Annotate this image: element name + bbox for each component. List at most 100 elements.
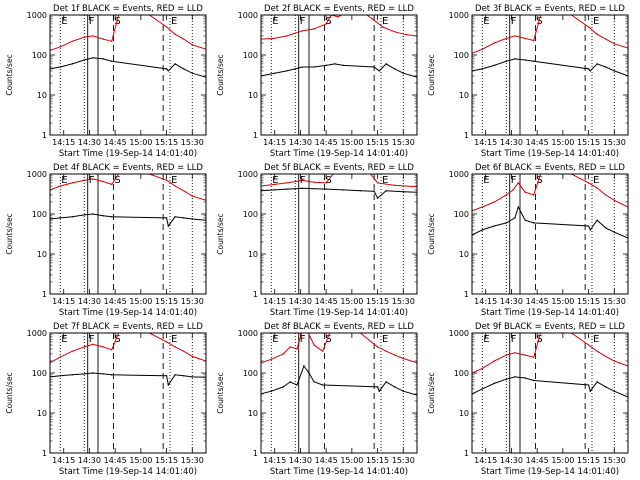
data-point xyxy=(378,390,380,392)
chart-title: Det 9f BLACK = Events, RED = LLD xyxy=(475,322,625,332)
data-point xyxy=(301,30,303,32)
x-tick-label: 14:45 xyxy=(526,138,549,147)
data-point xyxy=(514,217,516,219)
data-point xyxy=(385,63,387,65)
data-point xyxy=(71,63,73,65)
y-tick-label: 1000 xyxy=(27,170,47,179)
data-point xyxy=(167,70,169,72)
data-point xyxy=(111,216,113,218)
chart-title: Det 2f BLACK = Events, RED = LLD xyxy=(264,4,414,14)
marker-label: F xyxy=(89,334,95,345)
x-tick-label: 15:30 xyxy=(603,456,626,465)
x-tick-label: 15:00 xyxy=(340,138,363,147)
data-point xyxy=(183,38,185,40)
data-point xyxy=(342,189,344,191)
series-group xyxy=(50,174,206,228)
data-point xyxy=(174,374,176,376)
data-point xyxy=(376,197,379,199)
marker-label: F xyxy=(300,16,306,27)
series-events-line xyxy=(50,57,206,78)
data-point xyxy=(174,346,176,348)
series-group xyxy=(261,174,417,199)
data-point xyxy=(313,381,315,383)
data-point xyxy=(102,38,104,40)
x-tick-label: 15:15 xyxy=(366,456,389,465)
y-tick-label: 100 xyxy=(243,369,258,378)
y-tick-label: 1 xyxy=(253,449,258,458)
data-point xyxy=(505,378,507,380)
data-point xyxy=(514,35,516,37)
y-tick-label: 1000 xyxy=(449,329,469,338)
marker-label: F xyxy=(300,334,306,345)
data-point xyxy=(165,68,168,70)
data-point xyxy=(605,38,607,40)
data-point xyxy=(505,194,507,196)
data-point xyxy=(83,373,85,375)
data-point xyxy=(111,40,113,43)
data-point xyxy=(102,215,104,217)
data-point xyxy=(596,350,598,352)
y-tick-label: 1000 xyxy=(449,11,469,20)
data-point xyxy=(59,185,61,187)
series-lld-line xyxy=(261,15,417,40)
data-point xyxy=(59,66,61,68)
data-point xyxy=(605,386,607,388)
series-events-line xyxy=(472,58,628,77)
x-tick-label: 14:30 xyxy=(78,297,101,306)
data-point xyxy=(83,36,85,38)
data-point xyxy=(605,66,607,68)
data-point xyxy=(174,216,176,218)
marker-label: S xyxy=(536,334,542,345)
data-point xyxy=(376,386,379,388)
x-tick-label: 14:30 xyxy=(500,297,523,306)
data-point xyxy=(325,64,327,67)
data-point xyxy=(613,43,615,45)
x-tick-label: 14:30 xyxy=(289,456,312,465)
data-point xyxy=(596,381,598,383)
chart-panel: Det 7f BLACK = Events, RED = LLD 1 10 100 10… xyxy=(5,322,207,477)
data-point xyxy=(313,344,315,346)
x-tick-label: 14:45 xyxy=(526,456,549,465)
x-tick-label: 15:30 xyxy=(603,297,626,306)
data-point xyxy=(533,356,535,358)
data-point xyxy=(92,343,94,346)
data-point xyxy=(286,70,288,72)
data-point xyxy=(165,375,168,377)
data-point xyxy=(613,390,615,392)
data-point xyxy=(514,58,516,60)
data-point xyxy=(533,222,535,224)
data-point xyxy=(533,379,535,382)
data-point xyxy=(605,355,607,358)
marker-label: S xyxy=(536,16,542,27)
data-point xyxy=(493,225,495,227)
data-point xyxy=(102,58,104,60)
data-point xyxy=(191,218,193,220)
data-point xyxy=(303,365,305,367)
data-point xyxy=(402,72,404,74)
data-point xyxy=(402,191,404,193)
y-tick-label: 100 xyxy=(454,210,469,219)
x-tick-label: 14:30 xyxy=(78,138,101,147)
x-tick-label: 14:15 xyxy=(263,456,286,465)
data-point xyxy=(174,33,176,35)
data-point xyxy=(274,72,276,74)
x-tick-label: 14:30 xyxy=(500,456,523,465)
x-tick-label: 15:00 xyxy=(340,456,363,465)
y-tick-label: 100 xyxy=(243,51,258,60)
x-tick-label: 15:30 xyxy=(392,456,415,465)
data-point xyxy=(596,187,598,189)
x-tick-label: 15:30 xyxy=(392,297,415,306)
data-point xyxy=(613,70,615,72)
x-tick-label: 14:15 xyxy=(263,297,286,306)
y-tick-label: 100 xyxy=(32,51,47,60)
series-events-line xyxy=(261,364,417,396)
data-point xyxy=(524,191,526,193)
series-lld-line xyxy=(472,15,628,54)
x-tick-label: 14:45 xyxy=(315,297,338,306)
x-tick-label: 15:15 xyxy=(155,138,178,147)
marker-label: E xyxy=(171,334,177,345)
data-point xyxy=(274,37,276,40)
data-point xyxy=(533,194,535,196)
data-point xyxy=(481,68,483,70)
y-tick-label: 10 xyxy=(248,91,258,100)
